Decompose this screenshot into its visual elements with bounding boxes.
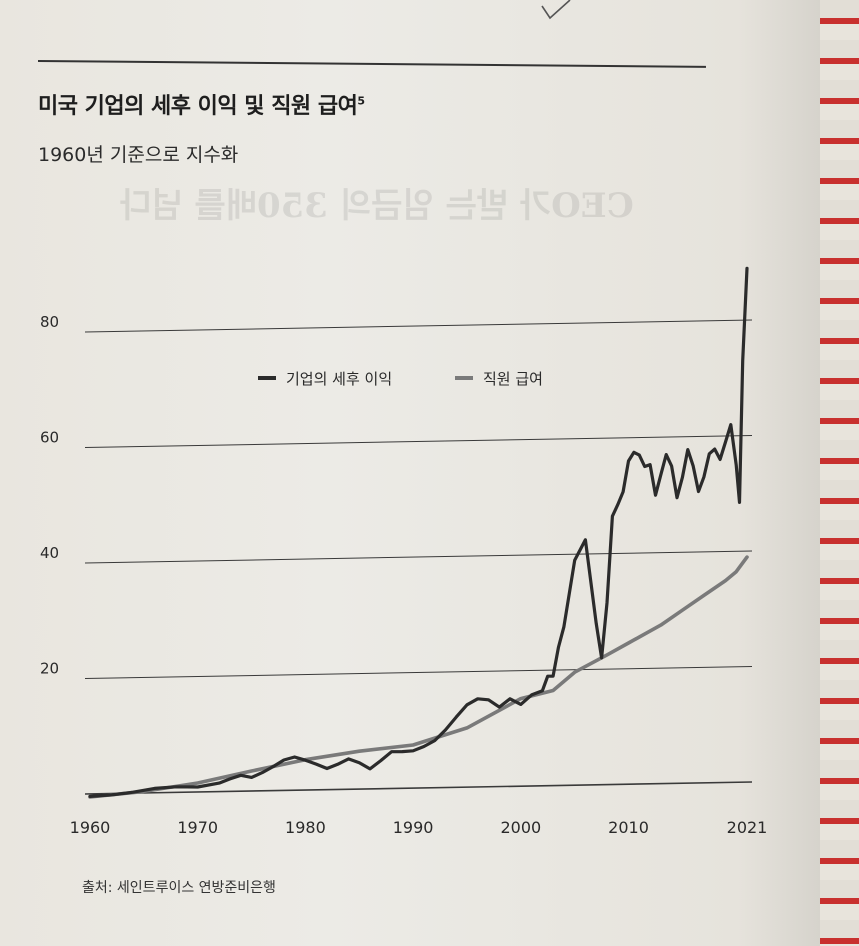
book-page-edge: [820, 0, 859, 946]
x-tick-label-1970: 1970: [177, 818, 218, 837]
pencil-checkmark: [541, 0, 571, 20]
x-axis-ticks: 1960 1970 1980 1990 2000 2010 2021: [70, 818, 768, 837]
gridline-60: [84, 435, 753, 448]
gridline-20: [84, 666, 753, 679]
title-footnote-marker: 5: [357, 94, 365, 108]
y-tick-label-80: 80: [40, 313, 59, 331]
series-line-profit: [88, 266, 749, 799]
x-tick-label-2000: 2000: [500, 818, 541, 837]
legend-label-profit: 기업의 세후 이익: [286, 370, 392, 388]
chart-title: 미국 기업의 세후 이익 및 직원 급여5: [38, 88, 365, 120]
y-axis-ticks: 20 40 60 80: [40, 313, 59, 677]
x-tick-label-2010: 2010: [608, 818, 649, 837]
gridlines: [84, 319, 753, 795]
source-note: 출처: 세인트루이스 연방준비은행: [82, 880, 276, 896]
x-tick-label-2021: 2021: [727, 818, 768, 837]
series-line-wages: [88, 555, 749, 799]
x-tick-label-1960: 1960: [70, 818, 111, 837]
x-axis-baseline: [84, 781, 753, 795]
x-tick-label-1990: 1990: [393, 818, 434, 837]
chart-title-text: 미국 기업의 세후 이익 및 직원 급여: [38, 94, 358, 119]
series-lines: [88, 266, 749, 799]
gridline-80: [84, 319, 753, 333]
gridline-40: [84, 550, 753, 564]
x-tick-label-1980: 1980: [285, 818, 326, 837]
y-tick-label-40: 40: [40, 544, 59, 562]
legend: 기업의 세후 이익 직원 급여: [258, 370, 543, 388]
chart-subtitle: 1960년 기준으로 지수화: [38, 144, 239, 166]
legend-label-wages: 직원 급여: [483, 370, 543, 388]
y-tick-label-60: 60: [40, 428, 59, 446]
y-tick-label-20: 20: [40, 659, 59, 677]
